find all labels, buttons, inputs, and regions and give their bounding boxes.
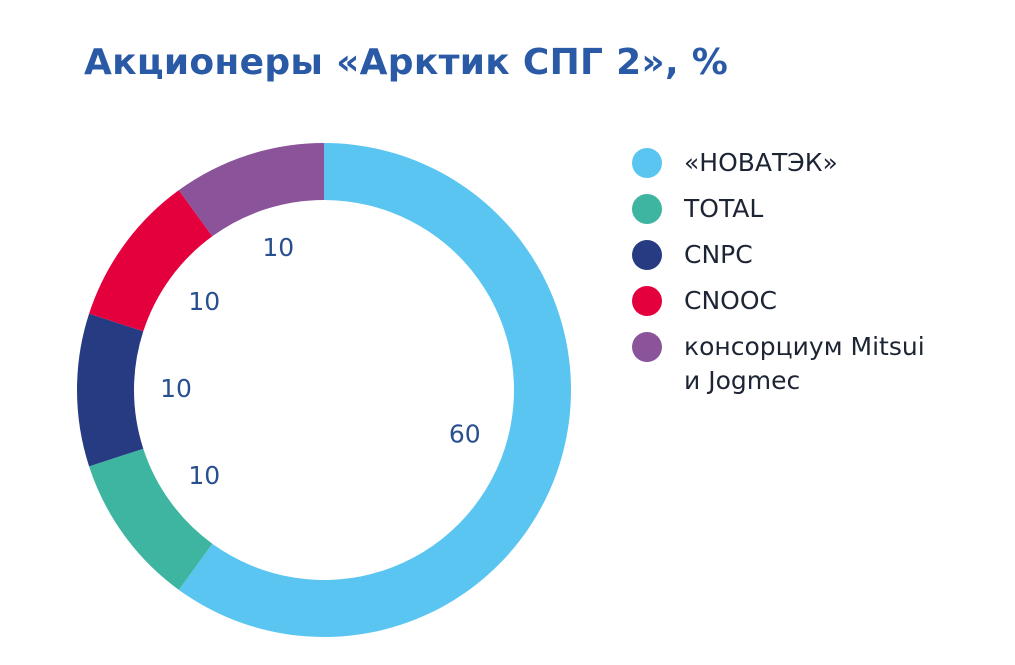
- legend-label-line: консорциум Mitsui: [684, 332, 925, 361]
- legend-item-cnpc: CNPC: [632, 238, 1002, 272]
- legend-label-line: CNPC: [684, 240, 753, 269]
- legend-label: CNPC: [684, 238, 753, 272]
- value-label-mitsui-jogmec: 10: [262, 233, 294, 262]
- legend-swatch-circle-icon: [632, 148, 662, 178]
- legend-label-line: и Jogmec: [684, 366, 801, 395]
- legend-swatch-circle-icon: [632, 194, 662, 224]
- chart-title: Акционеры «Арктик СПГ 2», %: [84, 42, 729, 83]
- legend-swatch-circle-icon: [632, 240, 662, 270]
- donut-slices: [77, 143, 571, 637]
- slice-cnpc: [77, 313, 144, 467]
- value-label-novatek: 60: [449, 420, 481, 449]
- legend-item-novatek: «НОВАТЭК»: [632, 146, 1002, 180]
- legend-label: «НОВАТЭК»: [684, 146, 838, 180]
- legend-label: CNOOC: [684, 284, 777, 318]
- legend-label: TOTAL: [684, 192, 763, 226]
- legend-label: консорциум Mitsui и Jogmec: [684, 330, 925, 398]
- legend-label-line: CNOOC: [684, 286, 777, 315]
- legend-label-line: «НОВАТЭК»: [684, 148, 838, 177]
- value-label-cnpc: 10: [160, 374, 192, 403]
- slice-mitsui-jogmec: [178, 143, 324, 237]
- slice-total: [89, 448, 213, 590]
- value-label-cnooc: 10: [188, 287, 220, 316]
- slice-novatek: [178, 143, 571, 637]
- legend-swatch-circle-icon: [632, 332, 662, 362]
- legend: «НОВАТЭК» TOTAL CNPC CNOOC консорциум Mitsui…: [632, 146, 1002, 410]
- legend-item-total: TOTAL: [632, 192, 1002, 226]
- slice-cnooc: [89, 190, 213, 332]
- donut-chart: 60 10 10 10 10: [77, 143, 571, 637]
- legend-item-cnooc: CNOOC: [632, 284, 1002, 318]
- legend-item-mitsui-jogmec: консорциум Mitsui и Jogmec: [632, 330, 1002, 398]
- donut-value-labels: 60 10 10 10 10: [160, 233, 481, 490]
- legend-label-line: TOTAL: [684, 194, 764, 223]
- legend-swatch-circle-icon: [632, 286, 662, 316]
- value-label-total: 10: [188, 461, 220, 490]
